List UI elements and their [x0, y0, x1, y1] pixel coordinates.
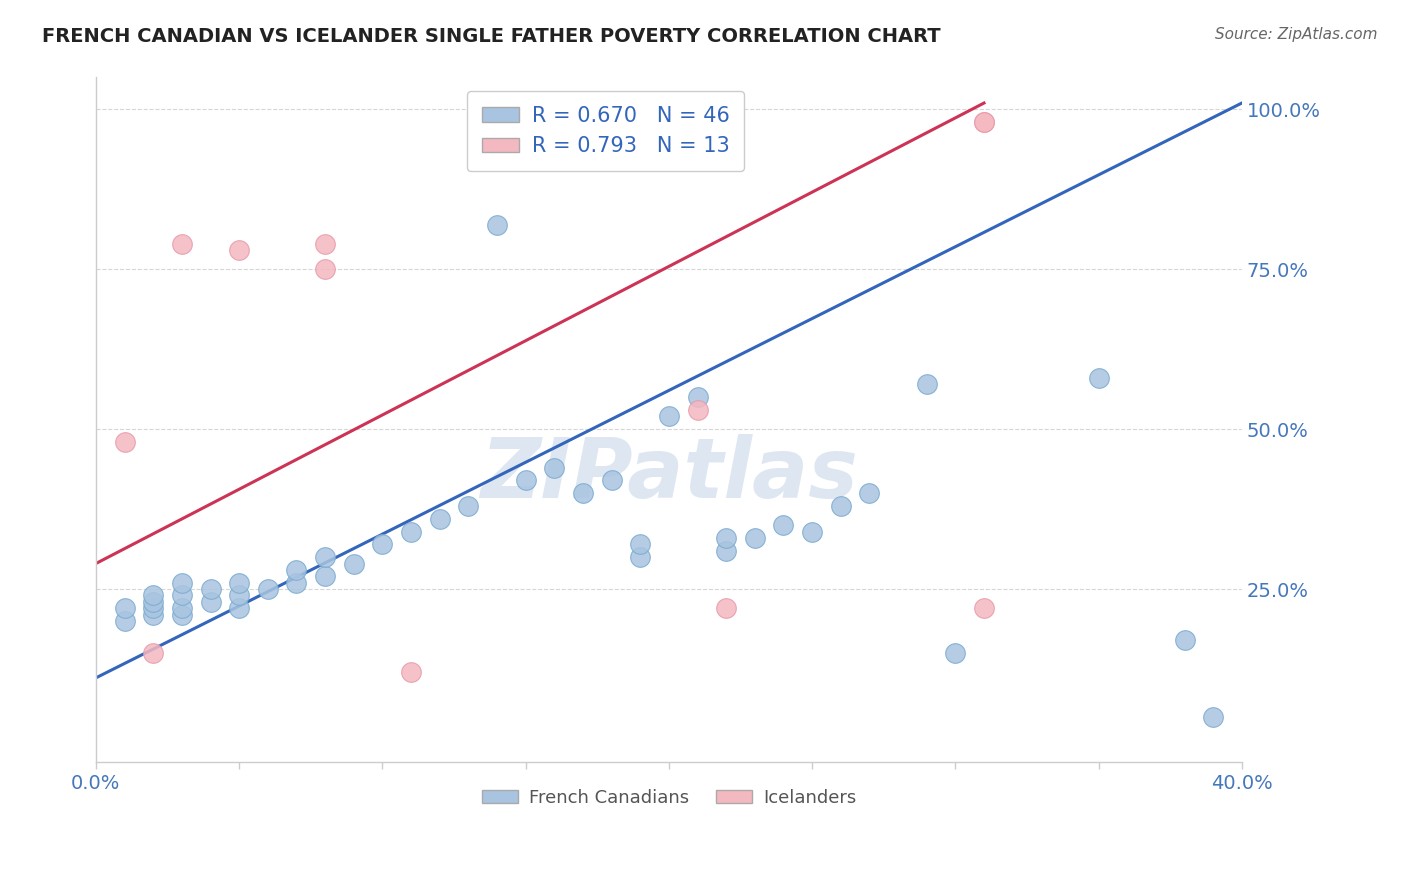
- Point: [114, 614, 136, 628]
- Point: [515, 474, 537, 488]
- Point: [485, 218, 508, 232]
- Point: [228, 589, 250, 603]
- Point: [1202, 710, 1225, 724]
- Point: [973, 115, 995, 129]
- Point: [200, 582, 222, 596]
- Point: [943, 646, 966, 660]
- Point: [228, 575, 250, 590]
- Point: [973, 601, 995, 615]
- Point: [314, 550, 336, 565]
- Point: [714, 543, 737, 558]
- Point: [973, 115, 995, 129]
- Point: [801, 524, 824, 539]
- Point: [228, 243, 250, 257]
- Point: [399, 665, 422, 680]
- Point: [142, 607, 165, 622]
- Point: [285, 563, 308, 577]
- Point: [142, 589, 165, 603]
- Point: [285, 575, 308, 590]
- Point: [343, 557, 366, 571]
- Point: [170, 236, 193, 251]
- Point: [170, 607, 193, 622]
- Point: [485, 115, 508, 129]
- Point: [114, 601, 136, 615]
- Point: [628, 537, 651, 551]
- Point: [142, 601, 165, 615]
- Point: [658, 409, 681, 424]
- Point: [1087, 371, 1109, 385]
- Point: [142, 646, 165, 660]
- Point: [256, 582, 278, 596]
- Point: [170, 589, 193, 603]
- Point: [371, 537, 394, 551]
- Point: [200, 595, 222, 609]
- Point: [744, 531, 766, 545]
- Point: [772, 518, 794, 533]
- Point: [628, 550, 651, 565]
- Point: [686, 403, 709, 417]
- Point: [830, 499, 852, 513]
- Point: [686, 390, 709, 404]
- Point: [170, 575, 193, 590]
- Point: [600, 474, 623, 488]
- Point: [314, 262, 336, 277]
- Point: [114, 435, 136, 450]
- Point: [714, 601, 737, 615]
- Point: [1173, 633, 1195, 648]
- Point: [915, 377, 938, 392]
- Text: Source: ZipAtlas.com: Source: ZipAtlas.com: [1215, 27, 1378, 42]
- Text: ZIPatlas: ZIPatlas: [479, 434, 858, 515]
- Point: [142, 595, 165, 609]
- Point: [543, 460, 565, 475]
- Point: [170, 601, 193, 615]
- Point: [858, 486, 880, 500]
- Point: [714, 531, 737, 545]
- Point: [457, 499, 479, 513]
- Point: [429, 512, 451, 526]
- Point: [399, 524, 422, 539]
- Legend: French Canadians, Icelanders: French Canadians, Icelanders: [474, 782, 863, 814]
- Point: [314, 236, 336, 251]
- Text: FRENCH CANADIAN VS ICELANDER SINGLE FATHER POVERTY CORRELATION CHART: FRENCH CANADIAN VS ICELANDER SINGLE FATH…: [42, 27, 941, 45]
- Point: [572, 486, 595, 500]
- Point: [228, 601, 250, 615]
- Point: [314, 569, 336, 583]
